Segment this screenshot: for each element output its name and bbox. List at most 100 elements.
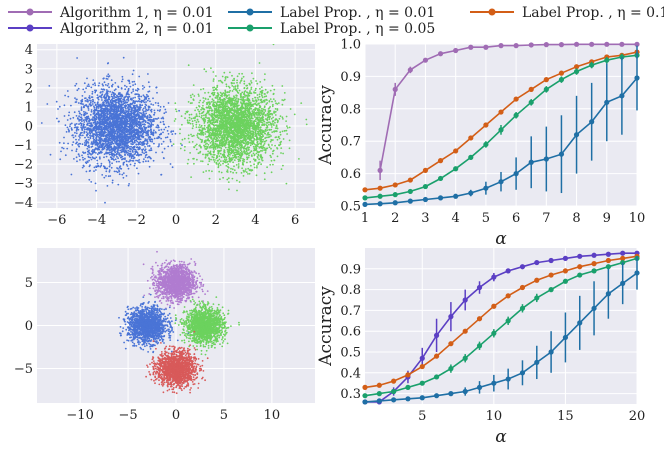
scatter-point xyxy=(121,139,123,142)
scatter-point xyxy=(133,125,136,127)
scatter-point xyxy=(245,171,248,174)
scatter-point xyxy=(67,142,69,145)
scatter-point xyxy=(227,85,230,88)
scatter-point xyxy=(193,146,196,149)
scatter-point xyxy=(282,138,285,140)
scatter-point xyxy=(95,133,98,136)
scatter-point xyxy=(100,145,103,148)
scatter-point xyxy=(145,108,148,111)
scatter-point xyxy=(228,156,231,159)
scatter-point xyxy=(83,91,86,93)
scatter-point xyxy=(233,165,235,168)
scatter-point xyxy=(250,150,253,153)
scatter-point xyxy=(92,79,95,81)
scatter-point xyxy=(122,56,125,59)
scatter-point xyxy=(101,174,104,176)
scatter-point xyxy=(97,109,99,112)
scatter-point xyxy=(250,80,252,82)
scatter-point xyxy=(122,112,125,115)
scatter-point xyxy=(80,109,83,111)
scatter-point xyxy=(146,115,149,117)
scatter-point xyxy=(141,123,144,126)
scatter-point xyxy=(246,158,249,161)
scatter-point xyxy=(125,134,128,137)
scatter-point xyxy=(102,101,105,103)
scatter-point xyxy=(96,105,99,108)
x-tick-label: −6 xyxy=(47,213,66,228)
scatter-point xyxy=(87,133,89,136)
scatter-point xyxy=(242,175,245,177)
scatter-point xyxy=(251,110,254,113)
scatter-point xyxy=(138,107,141,109)
scatter-point xyxy=(128,119,131,122)
scatter-point xyxy=(78,142,80,145)
scatter-point xyxy=(128,105,131,108)
scatter-point xyxy=(192,157,195,160)
scatter-point xyxy=(266,112,269,115)
scatter-point xyxy=(89,137,92,140)
scatter-point xyxy=(74,84,77,87)
scatter-point xyxy=(221,111,224,114)
scatter-point xyxy=(215,162,218,165)
scatter-point xyxy=(128,160,130,163)
scatter-point xyxy=(134,148,137,151)
scatter-point xyxy=(239,146,242,149)
scatter-point xyxy=(97,136,100,138)
scatter-point xyxy=(196,118,199,121)
scatter-point xyxy=(149,120,152,123)
scatter-point xyxy=(113,106,116,108)
scatter-point xyxy=(138,75,141,78)
scatter-point xyxy=(120,97,123,99)
scatter-point xyxy=(146,140,149,143)
scatter-point xyxy=(134,96,137,99)
scatter-point xyxy=(274,110,277,113)
scatter-point xyxy=(223,149,226,151)
scatter-point xyxy=(198,124,201,126)
scatter-point xyxy=(119,99,122,102)
scatter-point xyxy=(109,175,112,177)
scatter-point xyxy=(115,107,118,110)
scatter-point xyxy=(149,136,151,138)
scatter-point xyxy=(137,172,140,175)
scatter-point xyxy=(253,163,256,166)
scatter-point xyxy=(106,75,108,77)
scatter-point xyxy=(122,127,125,130)
scatter-point xyxy=(123,144,126,147)
scatter-point xyxy=(110,143,113,146)
scatter-point xyxy=(133,128,136,130)
scatter-point xyxy=(233,77,236,80)
scatter-point xyxy=(285,115,288,118)
scatter-point xyxy=(97,98,100,101)
scatter-point xyxy=(126,165,129,167)
scatter-point xyxy=(261,136,263,139)
scatter-point xyxy=(238,89,241,92)
scatter-point xyxy=(224,89,227,92)
scatter-point xyxy=(91,100,94,103)
scatter-point xyxy=(108,117,111,120)
scatter-point xyxy=(259,155,262,158)
scatter-point xyxy=(254,116,256,118)
scatter-point xyxy=(216,97,219,99)
scatter-point xyxy=(117,85,119,88)
scatter-point xyxy=(121,158,123,161)
scatter-point xyxy=(143,110,145,113)
scatter-point xyxy=(104,141,107,144)
scatter-point xyxy=(259,127,262,129)
scatter-point xyxy=(155,126,158,129)
scatter-point xyxy=(75,148,78,151)
scatter-point xyxy=(125,118,128,120)
scatter-point xyxy=(127,107,129,110)
scatter-point xyxy=(83,110,85,113)
scatter-point xyxy=(135,89,137,91)
scatter-point xyxy=(84,97,86,100)
scatter-point xyxy=(238,72,241,75)
scatter-point xyxy=(260,101,262,104)
scatter-point xyxy=(206,117,209,119)
scatter-point xyxy=(122,172,125,175)
scatter-point xyxy=(137,130,140,133)
scatter-point xyxy=(108,170,111,173)
scatter-point xyxy=(282,152,284,155)
scatter-point xyxy=(222,176,225,179)
scatter-point xyxy=(96,94,99,96)
scatter-point xyxy=(98,152,101,155)
